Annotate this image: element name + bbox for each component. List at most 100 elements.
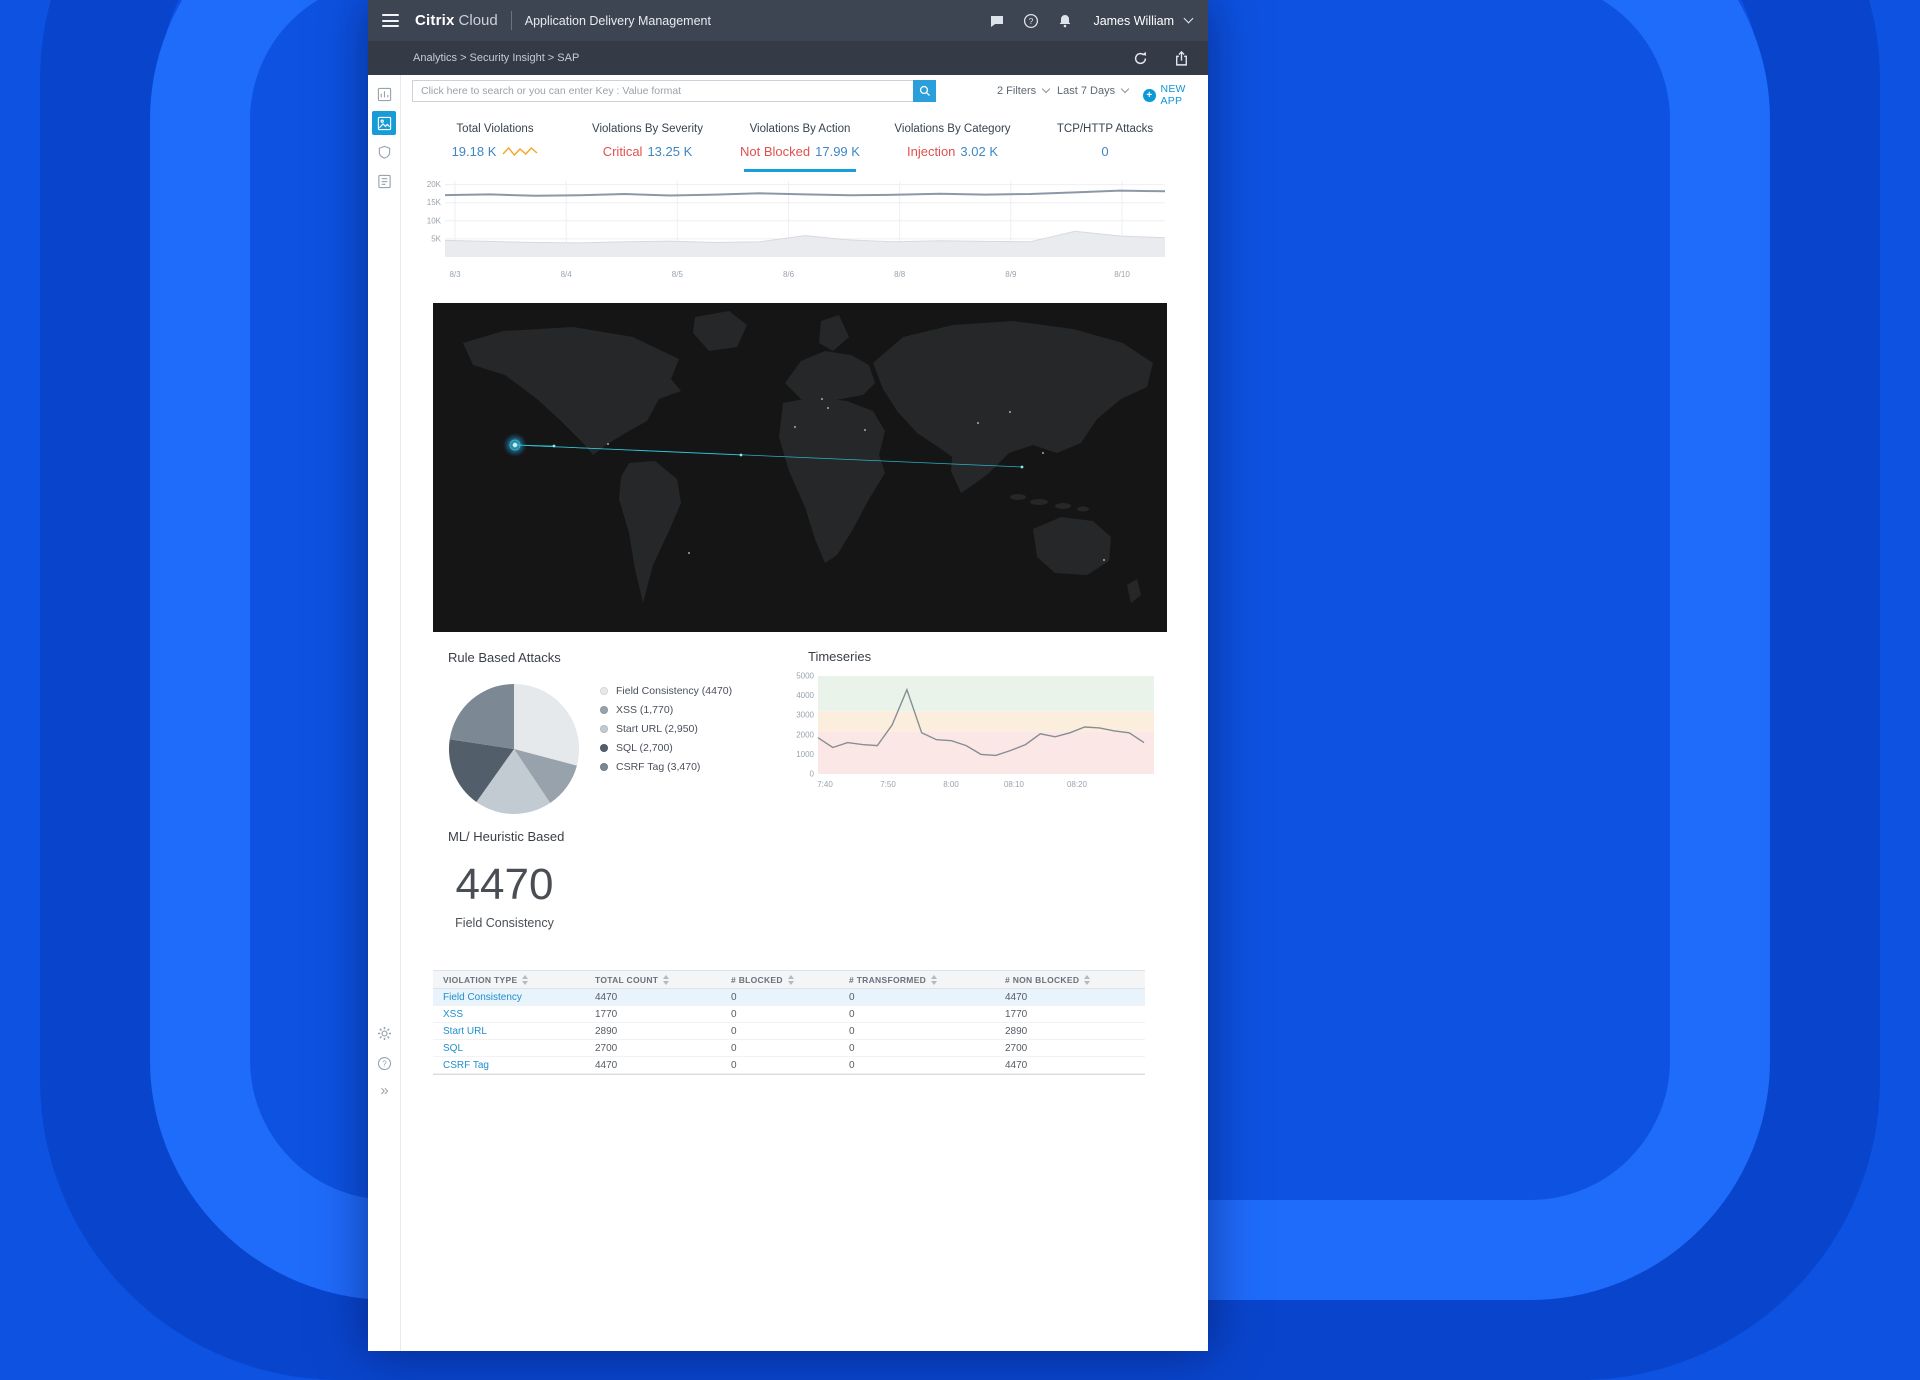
stat-tcp-http-attacks[interactable]: TCP/HTTP Attacks 0: [1056, 123, 1154, 159]
table-cell: 0: [721, 988, 839, 1006]
hamburger-menu-icon[interactable]: [382, 14, 399, 27]
svg-text:8/4: 8/4: [561, 270, 573, 279]
pie-legend-item[interactable]: Start URL (2,950): [600, 723, 732, 735]
rule-based-attacks-title: Rule Based Attacks: [448, 650, 561, 665]
app-window: Citrix Cloud Application Delivery Manage…: [368, 0, 1208, 1351]
table-row[interactable]: Start URL 2890 0 0 2890: [433, 1022, 1145, 1040]
sort-icon: [522, 974, 529, 985]
chevron-down-icon: [1041, 84, 1051, 94]
notifications-bell-icon[interactable]: [1056, 12, 1073, 29]
violation-type-link[interactable]: SQL: [433, 1039, 585, 1057]
table-cell: 2700: [995, 1039, 1145, 1057]
header-divider: [510, 11, 512, 30]
ml-field-consistency-card[interactable]: 4470 Field Consistency: [422, 860, 587, 931]
svg-text:08:10: 08:10: [1004, 780, 1025, 789]
breadcrumb[interactable]: Analytics > Security Insight > SAP: [413, 52, 580, 64]
table-cell: 4470: [995, 988, 1145, 1006]
svg-text:7:50: 7:50: [880, 780, 896, 789]
nav-security-shield-icon[interactable]: [372, 140, 396, 164]
sort-icon: [1084, 974, 1091, 985]
column-header-violation-type[interactable]: VIOLATION TYPE: [433, 970, 585, 989]
legend-dot: [600, 725, 608, 733]
table-cell: 0: [839, 988, 995, 1006]
brand-citrix: Citrix: [415, 12, 455, 29]
timeseries-title: Timeseries: [808, 649, 872, 664]
attack-overlay: [503, 397, 1106, 562]
table-cell: 2700: [585, 1039, 721, 1057]
sidebar-expand-icon[interactable]: »: [380, 1082, 389, 1099]
search-input[interactable]: [412, 80, 913, 102]
violation-type-link[interactable]: XSS: [433, 1005, 585, 1023]
refresh-icon[interactable]: [1132, 50, 1149, 67]
column-header-transformed[interactable]: # TRANSFORMED: [839, 970, 995, 989]
new-app-button[interactable]: + NEW APP: [1143, 83, 1208, 107]
user-menu[interactable]: James William: [1093, 13, 1194, 28]
nav-dashboard-icon[interactable]: [372, 82, 396, 106]
stat-violations-by-severity[interactable]: Violations By Severity Critical 13.25 K: [591, 123, 703, 159]
violations-table: VIOLATION TYPE TOTAL COUNT # BLOCKED # T…: [433, 970, 1145, 1075]
table-cell: 1770: [995, 1005, 1145, 1023]
table-cell: 0: [721, 1039, 839, 1057]
help-icon[interactable]: ?: [1022, 12, 1039, 29]
svg-text:8/3: 8/3: [449, 270, 461, 279]
svg-text:?: ?: [382, 1059, 387, 1068]
nav-reports-icon[interactable]: [372, 169, 396, 193]
table-row[interactable]: CSRF Tag 4470 0 0 4470: [433, 1056, 1145, 1074]
column-header-total-count[interactable]: TOTAL COUNT: [585, 970, 721, 989]
table-cell: 4470: [995, 1056, 1145, 1074]
svg-text:2000: 2000: [796, 730, 814, 739]
export-icon[interactable]: [1173, 50, 1190, 67]
svg-text:8/5: 8/5: [672, 270, 684, 279]
svg-text:8/10: 8/10: [1114, 270, 1130, 279]
table-row[interactable]: SQL 2700 0 0 2700: [433, 1039, 1145, 1057]
svg-text:10K: 10K: [427, 216, 442, 225]
settings-gear-icon[interactable]: [375, 1023, 395, 1043]
table-cell: 0: [839, 1039, 995, 1057]
legend-dot: [600, 744, 608, 752]
stat-violations-by-action[interactable]: Violations By Action Not Blocked 17.99 K: [740, 123, 860, 172]
table-row[interactable]: Field Consistency 4470 0 0 4470: [433, 988, 1145, 1006]
legend-dot: [600, 763, 608, 771]
citrix-cloud-logo[interactable]: Citrix Cloud: [415, 12, 498, 29]
breadcrumb-bar: Analytics > Security Insight > SAP: [368, 41, 1208, 75]
violations-table-body: Field Consistency 4470 0 0 4470 XSS 1770 0 0 1770…: [433, 988, 1145, 1074]
svg-text:5K: 5K: [431, 234, 441, 243]
table-cell: 4470: [585, 988, 721, 1006]
column-header-blocked[interactable]: # BLOCKED: [721, 970, 839, 989]
help-circle-icon[interactable]: ?: [375, 1053, 395, 1073]
content-area: ? » 2 Filters Last 7 Days + NEW APP: [368, 75, 1208, 1351]
table-cell: 0: [839, 1022, 995, 1040]
sort-icon: [663, 974, 670, 985]
top-header-bar: Citrix Cloud Application Delivery Manage…: [368, 0, 1208, 41]
violation-type-link[interactable]: Start URL: [433, 1022, 585, 1040]
nav-analytics-icon[interactable]: [372, 111, 396, 135]
column-header-non-blocked[interactable]: # NON BLOCKED: [995, 970, 1145, 989]
ml-count-value: 4470: [455, 860, 554, 909]
feedback-icon[interactable]: [988, 12, 1005, 29]
attack-map: [433, 303, 1167, 632]
main-panel: 2 Filters Last 7 Days + NEW APP Total Vi…: [401, 75, 1208, 1351]
ml-heuristic-title: ML/ Heuristic Based: [448, 829, 565, 844]
table-cell: 0: [839, 1005, 995, 1023]
pie-legend-item[interactable]: Field Consistency (4470): [600, 685, 732, 697]
active-tab-underline: [744, 169, 856, 172]
table-cell: 0: [839, 1056, 995, 1074]
pie-legend-item[interactable]: XSS (1,770): [600, 704, 732, 716]
violation-type-link[interactable]: Field Consistency: [433, 988, 585, 1006]
filters-dropdown[interactable]: 2 Filters: [997, 84, 1051, 97]
stat-violations-by-category[interactable]: Violations By Category Injection 3.02 K: [894, 123, 1011, 159]
violation-type-link[interactable]: CSRF Tag: [433, 1056, 585, 1074]
time-range-dropdown[interactable]: Last 7 Days: [1057, 84, 1130, 97]
pie-legend-item[interactable]: SQL (2,700): [600, 742, 732, 754]
ml-count-label: Field Consistency: [455, 916, 554, 930]
chevron-down-icon: [1183, 13, 1194, 24]
search-button[interactable]: [913, 80, 936, 102]
svg-text:7:40: 7:40: [817, 780, 833, 789]
violations-trend-chart: 5K 10K 15K 20K 8/3 8/4 8/5 8/6 8/8 8/9 8/10: [427, 180, 1166, 279]
pie-legend-item[interactable]: CSRF Tag (3,470): [600, 761, 732, 773]
svg-text:0: 0: [810, 770, 815, 779]
svg-text:8/9: 8/9: [1005, 270, 1017, 279]
stat-total-violations[interactable]: Total Violations 19.18 K: [435, 123, 555, 172]
svg-text:3000: 3000: [796, 711, 814, 720]
table-row[interactable]: XSS 1770 0 0 1770: [433, 1005, 1145, 1023]
